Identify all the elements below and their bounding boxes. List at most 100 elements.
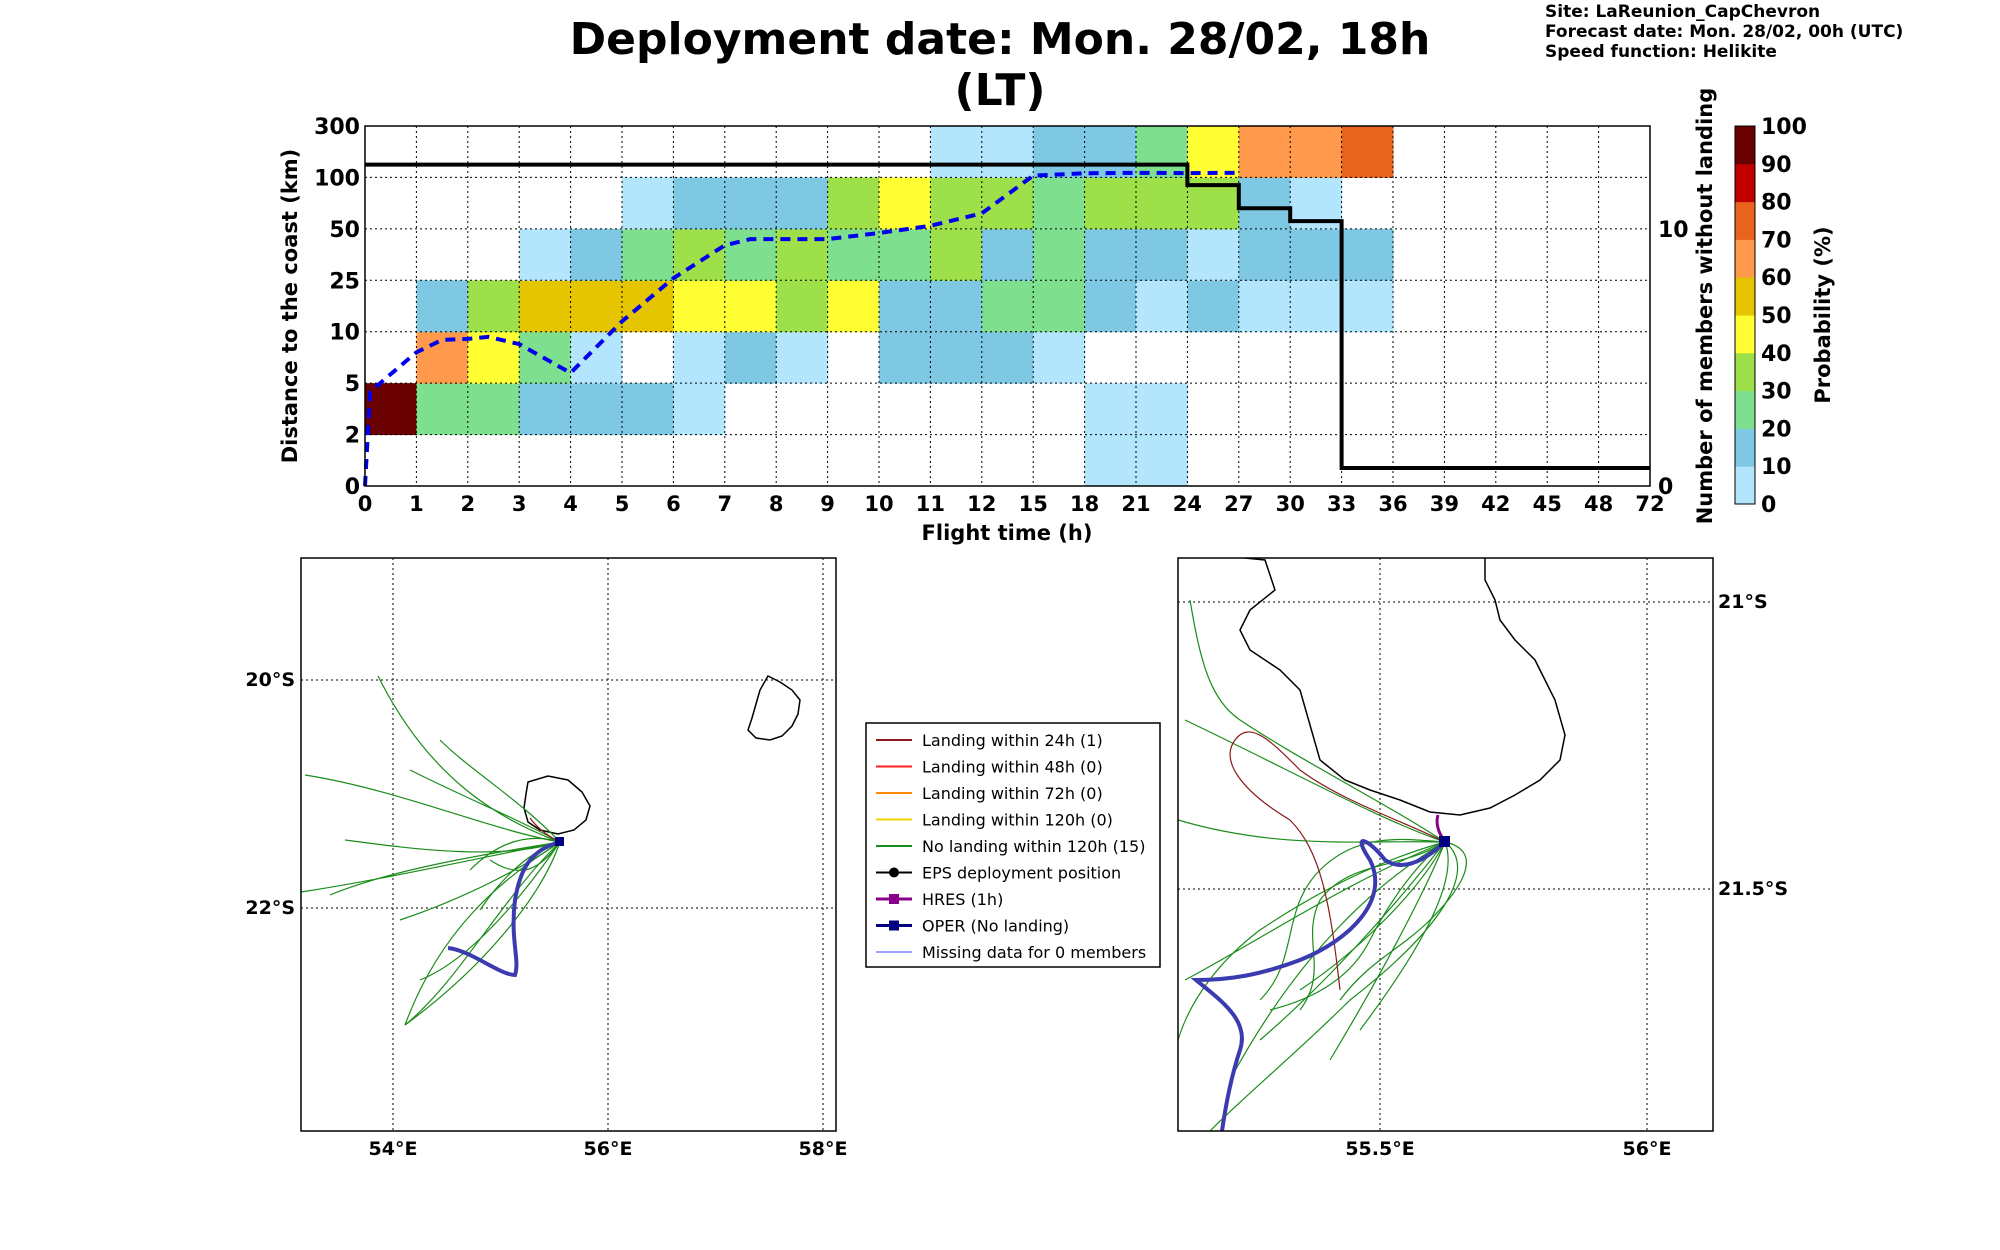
legend-items: Landing within 24h (1) Landing within 48h… — [876, 731, 1146, 962]
heatmap-cell — [981, 228, 1034, 281]
legend-frame — [865, 722, 1161, 968]
x-tick-label: 4 — [563, 492, 578, 516]
colorbar-tick-label: 50 — [1761, 304, 1792, 329]
heatmap-cell — [1084, 126, 1137, 178]
y-axis-label: Distance to the coast (km) — [278, 149, 302, 464]
heatmap-cell — [879, 331, 931, 384]
heatmap-cell — [879, 280, 931, 333]
y2-tick-labels: 0 10 — [1658, 218, 1689, 500]
oper-trajectory-left — [447, 840, 561, 978]
landing-24h-trajectory-right — [1229, 731, 1446, 991]
heatmap-cell — [467, 383, 520, 436]
oper-deployment-marker-right — [1439, 836, 1450, 847]
heatmap-frame — [364, 125, 1651, 487]
heatmap-cell — [1290, 228, 1343, 281]
heatmap-cell — [622, 228, 674, 281]
colorbar-frame — [1734, 125, 1756, 505]
heatmap-series — [363, 162, 1650, 487]
heatmap-cell — [930, 126, 983, 178]
heatmap-cell — [416, 331, 469, 384]
heatmap-cell — [1341, 280, 1394, 333]
colorbar-tick-label: 90 — [1761, 153, 1792, 178]
y-tick-label: 0 — [345, 475, 360, 500]
map-left-content — [301, 558, 836, 1131]
x-tick-label: 30 — [1276, 492, 1305, 516]
colorbar-swatch — [1735, 352, 1755, 392]
heatmap-cell — [519, 383, 572, 436]
x-tick-labels: 0 1 2 3 4 5 6 7 8 9 10 11 12 15 18 21 24 27 30 33 36 39 42 45 48… — [358, 492, 1665, 516]
page-title: Deployment date: Mon. 28/02, 18h (LT) — [569, 14, 1431, 116]
heatmap-cell — [1187, 126, 1240, 178]
heatmap-cell — [1136, 280, 1188, 333]
y2-axis-label: Number of members without landing — [1693, 88, 1717, 525]
heatmap-panel: 0 1 2 3 4 5 6 7 8 9 10 11 12 15 18 21 24 27 30 33 36 39 42 45 48… — [278, 88, 1717, 545]
colorbar-swatch — [1735, 277, 1755, 316]
map-right-lon-tick: 55.5°E — [1345, 1138, 1414, 1160]
x-tick-label: 21 — [1121, 492, 1150, 516]
colorbar-tick-labels: 0 10 20 30 40 50 60 70 80 90 100 — [1761, 115, 1807, 518]
legend-label: HRES (1h) — [922, 890, 1003, 909]
y-tick-label: 25 — [329, 269, 360, 294]
y-tick-label: 100 — [314, 166, 360, 191]
colorbar-swatch — [1735, 163, 1755, 203]
heatmap-cell — [1084, 228, 1137, 281]
legend-label: No landing within 120h (15) — [922, 837, 1145, 856]
legend: Landing within 24h (1) Landing within 48h… — [865, 722, 1161, 968]
x-tick-label: 2 — [460, 492, 475, 516]
heatmap-cell — [776, 177, 829, 230]
map-left-frame — [300, 557, 837, 1132]
x-tick-label: 33 — [1327, 492, 1356, 516]
map-left-lat-tick: 22°S — [245, 897, 295, 919]
legend-label: Landing within 24h (1) — [922, 731, 1103, 750]
heatmap-cell — [570, 228, 623, 281]
legend-label: Landing within 48h (0) — [922, 758, 1103, 777]
x-tick-label: 5 — [615, 492, 630, 516]
heatmap-cell — [1033, 280, 1086, 333]
map-left-lon-tick: 54°E — [369, 1138, 418, 1160]
heatmap-cell — [673, 228, 726, 281]
info-block: Site: LaReunion_CapChevron Forecast date… — [1545, 2, 1903, 62]
colorbar-tick-label: 30 — [1761, 380, 1792, 405]
heatmap-cell — [930, 280, 983, 333]
heatmap-cell — [776, 228, 829, 281]
colorbar-tick-label: 0 — [1761, 493, 1776, 518]
y2-tick-label: 0 — [1658, 475, 1673, 500]
colorbar-tick-label: 10 — [1761, 455, 1792, 480]
eps-trajectories-right — [1178, 599, 1467, 1131]
heatmap-cell — [981, 177, 1034, 230]
heatmap-cell — [1136, 383, 1188, 436]
x-tick-label: 18 — [1070, 492, 1099, 516]
heatmap-cell — [1238, 177, 1291, 230]
x-tick-label: 39 — [1430, 492, 1459, 516]
heatmap-cell — [1187, 228, 1240, 281]
heatmap-cell — [879, 177, 931, 230]
heatmap-cell — [1290, 280, 1343, 333]
colorbar: 0 10 20 30 40 50 60 70 80 90 100 Probability (%) — [1734, 115, 1835, 518]
x-tick-label: 11 — [916, 492, 945, 516]
x-tick-label: 9 — [820, 492, 835, 516]
mauritius-coastline — [747, 675, 801, 741]
members-without-landing-line — [365, 162, 1650, 470]
colorbar-swatch — [1735, 126, 1755, 165]
y-tick-label: 2 — [345, 424, 360, 449]
map-right-lon-tick: 56°E — [1623, 1138, 1672, 1160]
heatmap-cell — [622, 280, 674, 333]
heatmap-cell — [1136, 177, 1188, 230]
y-tick-label: 5 — [345, 372, 360, 397]
legend-label: OPER (No landing) — [922, 917, 1069, 936]
heatmap-cell — [981, 280, 1034, 333]
heatmap-cell — [467, 280, 520, 333]
heatmap-cell — [879, 228, 931, 281]
oper-trajectory-right — [1190, 839, 1447, 1131]
heatmap-cell — [1238, 228, 1291, 281]
map-right-graticule — [1178, 558, 1713, 1131]
heatmap-cell — [724, 177, 777, 230]
reunion-coastline-left — [523, 775, 591, 835]
legend-marker — [889, 894, 899, 904]
legend-marker — [889, 920, 899, 931]
x-tick-label: 72 — [1635, 492, 1664, 516]
colorbar-cells — [1735, 126, 1755, 505]
forecast-date-label: Forecast date: Mon. 28/02, 00h (UTC) — [1545, 22, 1904, 42]
